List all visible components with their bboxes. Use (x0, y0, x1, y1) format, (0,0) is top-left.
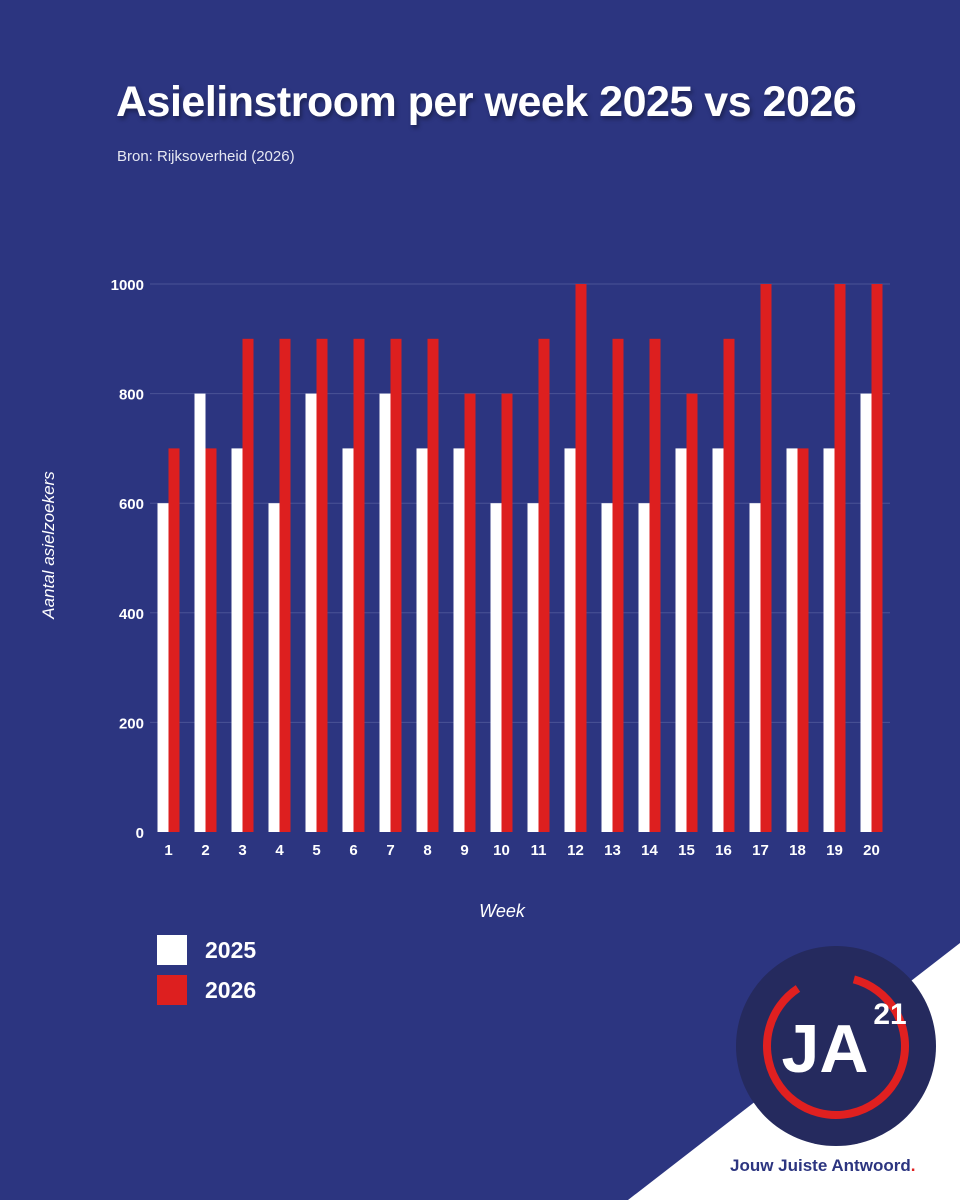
logo-ring (763, 973, 909, 1119)
bar-2026-week-10 (501, 393, 513, 832)
y-tick-label: 0 (136, 825, 144, 842)
x-tick-labels: 1 2 3 4 5 6 7 8 9 10 11 12 13 14 15 16 17 18 19 20 (164, 842, 880, 859)
bar-2026-week-17 (760, 284, 772, 832)
bar-2025-week-7 (379, 393, 391, 832)
y-tick-labels: 0 200 400 600 800 1000 (111, 277, 144, 842)
legend-swatch-2026 (157, 975, 187, 1005)
bar-2026-week-14 (649, 338, 661, 832)
bar-2026-week-6 (353, 338, 365, 832)
bar-2026-week-9 (464, 393, 476, 832)
bar-2026-week-3 (242, 338, 254, 832)
x-tick-label: 18 (789, 842, 806, 859)
bar-2025-week-10 (490, 503, 502, 832)
legend-label-2025: 2025 (205, 936, 257, 963)
x-tick-label: 6 (349, 842, 357, 859)
bar-2026-week-12 (575, 284, 587, 832)
legend-item-2026: 2026 (157, 970, 256, 1010)
y-tick-label: 600 (119, 496, 144, 513)
x-tick-label: 7 (386, 842, 394, 859)
x-tick-label: 4 (275, 842, 284, 859)
bar-2026-week-1 (168, 448, 180, 832)
bar-2026-week-11 (538, 338, 550, 832)
x-tick-label: 10 (493, 842, 510, 859)
bar-2025-week-16 (712, 448, 724, 832)
x-tick-label: 5 (312, 842, 320, 859)
bar-2025-week-9 (453, 448, 465, 832)
bar-2025-week-19 (823, 448, 835, 832)
x-tick-label: 17 (752, 842, 769, 859)
x-tick-label: 14 (641, 842, 658, 859)
bar-2026-week-20 (871, 284, 883, 832)
bar-2026-week-4 (279, 338, 291, 832)
bar-2025-week-2 (194, 393, 206, 832)
bar-2026-week-15 (686, 393, 698, 832)
x-tick-label: 19 (826, 842, 843, 859)
bar-2025-week-5 (305, 393, 317, 832)
bar-2026-week-2 (205, 448, 217, 832)
bar-2026-week-13 (612, 338, 624, 832)
x-tick-label: 11 (531, 842, 547, 859)
x-tick-label: 16 (715, 842, 732, 859)
bar-2026-week-16 (723, 338, 735, 832)
bar-2026-week-7 (390, 338, 402, 832)
legend-label-2026: 2026 (205, 976, 257, 1003)
y-tick-label: 1000 (111, 277, 144, 294)
y-tick-label: 200 (119, 715, 144, 732)
bar-2026-week-19 (834, 284, 846, 832)
x-tick-label: 1 (164, 842, 172, 859)
bar-2025-week-12 (564, 448, 576, 832)
tagline-text: Jouw Juiste Antwoord (730, 1156, 911, 1175)
x-tick-label: 3 (238, 842, 246, 859)
bar-2025-week-14 (638, 503, 650, 832)
chart-title: Asielinstroom per week 2025 vs 2026 (116, 78, 857, 126)
bar-2025-week-3 (231, 448, 243, 832)
x-tick-label: 15 (678, 842, 695, 859)
logo-tagline: Jouw Juiste Antwoord. (730, 1156, 915, 1176)
bar-2025-week-20 (860, 393, 872, 832)
bar-2025-week-1 (157, 503, 169, 832)
logo-superscript: 21 (873, 998, 906, 1031)
bar-2025-week-17 (749, 503, 761, 832)
legend: 2025 2026 (157, 930, 256, 1010)
x-tick-label: 8 (423, 842, 431, 859)
bar-2025-week-13 (601, 503, 613, 832)
bar-2025-week-4 (268, 503, 280, 832)
logo-letters: JA (782, 1011, 869, 1087)
bar-2026-week-8 (427, 338, 439, 832)
x-axis-label: Week (479, 901, 526, 921)
bars (157, 284, 883, 832)
chart-source: Bron: Rijksoverheid (2026) (117, 148, 295, 165)
tagline-dot: . (910, 1156, 916, 1175)
x-tick-label: 2 (201, 842, 209, 859)
y-tick-label: 400 (119, 606, 144, 623)
bar-2026-week-5 (316, 338, 328, 832)
x-tick-label: 9 (460, 842, 468, 859)
x-tick-label: 13 (604, 842, 621, 859)
legend-swatch-2025 (157, 935, 187, 965)
bar-2025-week-15 (675, 448, 687, 832)
bar-2025-week-6 (342, 448, 354, 832)
x-tick-label: 12 (567, 842, 584, 859)
bar-2026-week-18 (797, 448, 809, 832)
bar-2025-week-18 (786, 448, 798, 832)
legend-item-2025: 2025 (157, 930, 256, 970)
x-tick-label: 20 (863, 842, 880, 859)
bar-2025-week-8 (416, 448, 428, 832)
y-axis-label: Aantal asielzoekers (39, 471, 58, 620)
y-tick-label: 800 (119, 387, 144, 404)
bar-2025-week-11 (527, 503, 539, 832)
